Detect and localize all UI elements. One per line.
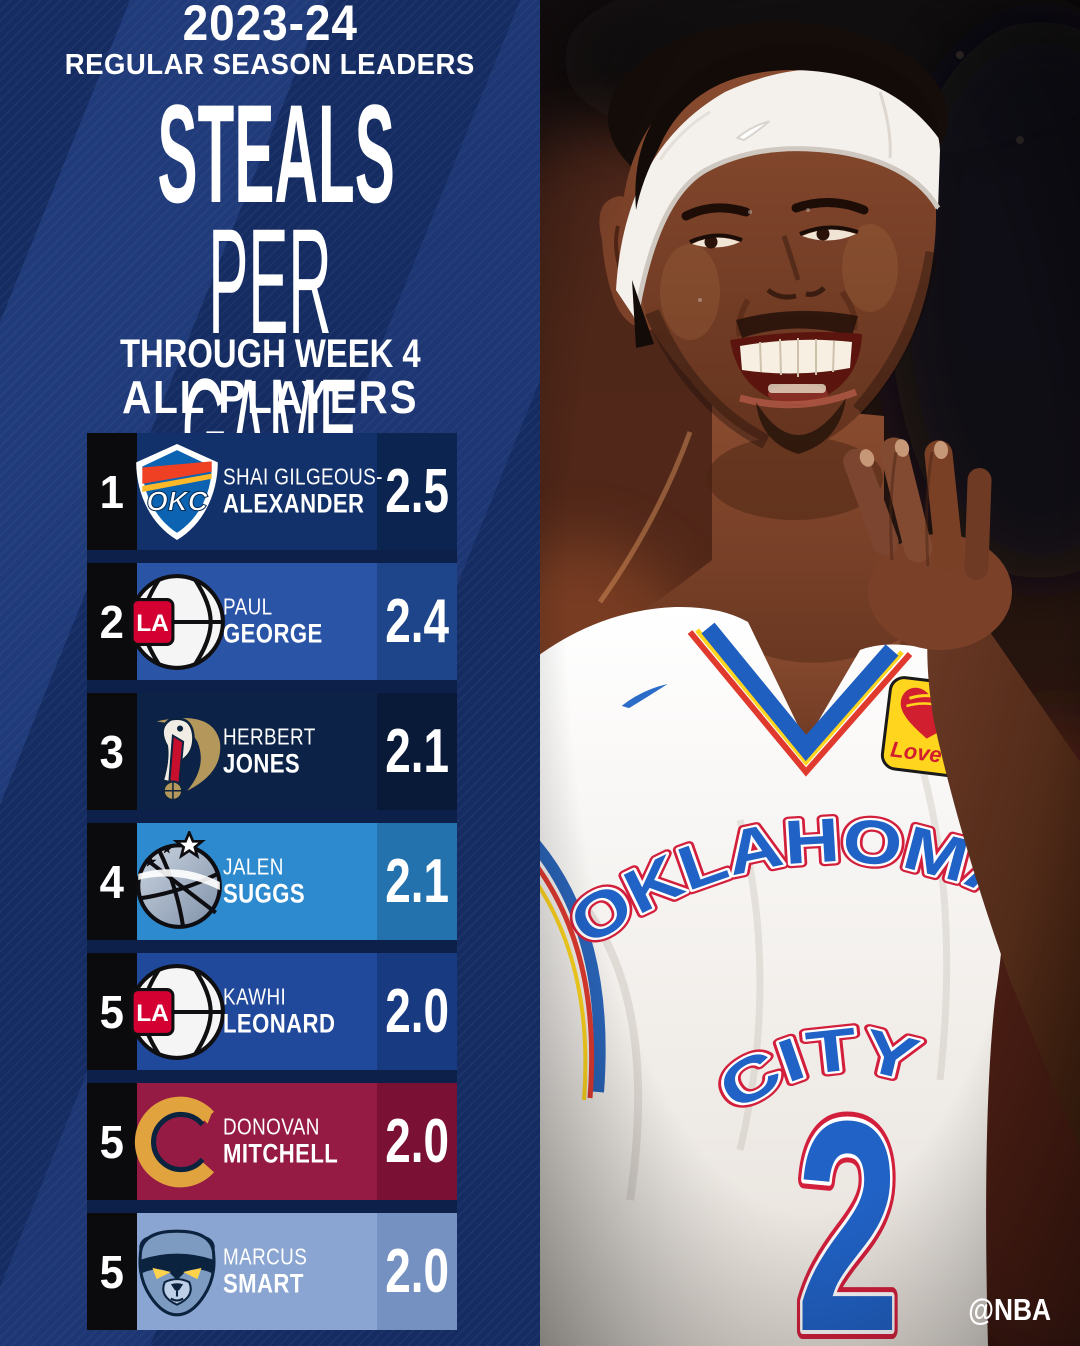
player-photo: Love's OKLAHOMA OKLAHOMA OKLAHOMA CITY: [420, 0, 1080, 1346]
la-clippers-logo: [126, 571, 228, 673]
rank-box: 1: [87, 433, 137, 550]
cleveland-cavaliers-logo: [126, 1091, 228, 1193]
rank-number: 5: [99, 1115, 125, 1168]
stat-value-box: 2.0: [377, 1083, 457, 1200]
stat-value: 2.0: [385, 1237, 449, 1306]
rank-number: 5: [99, 985, 125, 1038]
player-name: HERBERT JONES: [223, 723, 316, 779]
banner-subtitle: REGULAR SEASON LEADERS: [65, 49, 475, 81]
leaderboard-row: 1 SHAI GILGEOUS- ALEXANDER 2.5: [87, 433, 457, 550]
player-photo-panel: Love's OKLAHOMA OKLAHOMA OKLAHOMA CITY: [420, 0, 1080, 1346]
rank-number: 5: [99, 1245, 125, 1298]
leaderboard-row: 4 JALEN SUGGS 2.1: [87, 823, 457, 940]
scope-label: ALL PLAYERS: [121, 371, 419, 423]
row-main: PAUL GEORGE: [137, 563, 377, 680]
orlando-magic-logo: [126, 831, 228, 933]
rank-box: 5: [87, 953, 137, 1070]
stat-value-box: 2.1: [377, 693, 457, 810]
memphis-grizzlies-logo: [126, 1221, 228, 1323]
rank-box: 2: [87, 563, 137, 680]
stat-value: 2.1: [385, 847, 449, 916]
stat-value: 2.0: [385, 1107, 449, 1176]
stats-panel: 2023-24 REGULAR SEASON LEADERS STEALS PE…: [0, 0, 540, 1346]
season-banner: 2023-24 REGULAR SEASON LEADERS: [0, 0, 540, 81]
qualifier-label: THROUGH WEEK 4: [119, 332, 421, 376]
player-name: DONOVAN MITCHELL: [223, 1113, 339, 1169]
la-clippers-logo: [126, 961, 228, 1063]
stat-value-box: 2.0: [377, 1213, 457, 1330]
stat-value: 2.1: [385, 717, 449, 786]
rank-box: 4: [87, 823, 137, 940]
rank-box: 5: [87, 1213, 137, 1330]
okc-thunder-logo: [126, 441, 228, 543]
row-main: DONOVAN MITCHELL: [137, 1083, 377, 1200]
player-name: JALEN SUGGS: [223, 853, 306, 909]
player-name: MARCUS SMART: [223, 1243, 308, 1299]
leaderboard-row: 5 KAWHI LEONARD 2.0: [87, 953, 457, 1070]
rank-number: 3: [99, 725, 125, 778]
stat-value: 2.4: [385, 587, 449, 656]
watermark: @NBA: [967, 1292, 1051, 1327]
rank-number: 2: [99, 595, 125, 648]
leaderboard-row: 5 MARCUS SMART 2.0: [87, 1213, 457, 1330]
leaderboard-row: 5 DONOVAN MITCHELL 2.0: [87, 1083, 457, 1200]
stat-value-box: 2.5: [377, 433, 457, 550]
stat-value: 2.0: [385, 977, 449, 1046]
player-name: SHAI GILGEOUS- ALEXANDER: [223, 463, 383, 519]
stat-value-box: 2.0: [377, 953, 457, 1070]
row-main: JALEN SUGGS: [137, 823, 377, 940]
leaderboard-row: 3 HERBERT JONES 2.1: [87, 693, 457, 810]
row-main: KAWHI LEONARD: [137, 953, 377, 1070]
rank-box: 3: [87, 693, 137, 810]
rank-box: 5: [87, 1083, 137, 1200]
leaderboard: 1 SHAI GILGEOUS- ALEXANDER 2.5 2: [87, 433, 457, 1330]
player-name: KAWHI LEONARD: [223, 983, 336, 1039]
stat-value-box: 2.1: [377, 823, 457, 940]
season-label: 2023-24: [182, 0, 358, 51]
stat-category-title: STEALS: [157, 75, 395, 232]
new-orleans-pelicans-logo: [126, 701, 228, 803]
rank-number: 4: [99, 855, 125, 908]
player-name: PAUL GEORGE: [223, 593, 323, 649]
leaderboard-row: 2 PAUL GEORGE 2.4: [87, 563, 457, 680]
rank-number: 1: [99, 465, 125, 518]
stat-value: 2.5: [385, 457, 449, 526]
stat-value-box: 2.4: [377, 563, 457, 680]
row-main: HERBERT JONES: [137, 693, 377, 810]
row-main: MARCUS SMART: [137, 1213, 377, 1330]
row-main: SHAI GILGEOUS- ALEXANDER: [135, 433, 382, 550]
